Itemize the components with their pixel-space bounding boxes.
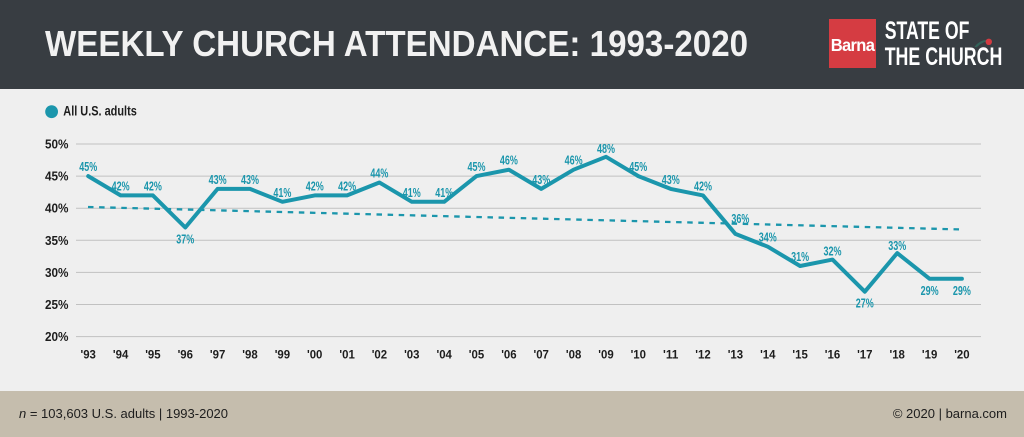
svg-text:42%: 42% bbox=[144, 178, 162, 193]
svg-text:'94: '94 bbox=[113, 350, 129, 362]
svg-text:'02: '02 bbox=[372, 350, 387, 362]
svg-text:34%: 34% bbox=[759, 230, 777, 245]
svg-text:'97: '97 bbox=[210, 350, 225, 362]
svg-text:'13: '13 bbox=[728, 350, 743, 362]
svg-text:20%: 20% bbox=[45, 330, 69, 344]
svg-text:'05: '05 bbox=[469, 350, 485, 362]
svg-text:43%: 43% bbox=[241, 172, 259, 187]
svg-text:45%: 45% bbox=[629, 159, 647, 174]
svg-text:41%: 41% bbox=[403, 185, 421, 200]
svg-text:'96: '96 bbox=[178, 350, 193, 362]
svg-text:42%: 42% bbox=[338, 178, 356, 193]
svg-text:'08: '08 bbox=[566, 350, 582, 362]
svg-text:43%: 43% bbox=[662, 172, 680, 187]
svg-text:42%: 42% bbox=[306, 178, 324, 193]
svg-text:42%: 42% bbox=[694, 178, 712, 193]
svg-text:'12: '12 bbox=[695, 350, 710, 362]
svg-text:36%: 36% bbox=[731, 211, 749, 226]
svg-text:'01: '01 bbox=[339, 350, 355, 362]
svg-text:42%: 42% bbox=[112, 178, 130, 193]
svg-text:'07: '07 bbox=[534, 350, 549, 362]
svg-text:'19: '19 bbox=[922, 350, 937, 362]
svg-text:50%: 50% bbox=[45, 138, 69, 152]
svg-text:37%: 37% bbox=[176, 232, 194, 247]
svg-text:35%: 35% bbox=[45, 234, 69, 248]
svg-text:STATE OF: STATE OF bbox=[885, 17, 970, 45]
svg-text:'09: '09 bbox=[598, 350, 613, 362]
svg-text:27%: 27% bbox=[856, 296, 874, 311]
svg-text:29%: 29% bbox=[921, 283, 939, 298]
svg-text:'06: '06 bbox=[501, 350, 516, 362]
svg-text:'17: '17 bbox=[857, 350, 872, 362]
svg-text:'98: '98 bbox=[242, 350, 258, 362]
svg-text:41%: 41% bbox=[435, 185, 453, 200]
svg-text:43%: 43% bbox=[209, 172, 227, 187]
svg-text:30%: 30% bbox=[45, 266, 69, 280]
svg-text:'18: '18 bbox=[890, 350, 906, 362]
svg-text:29%: 29% bbox=[953, 283, 971, 298]
svg-text:48%: 48% bbox=[597, 141, 615, 156]
svg-text:'99: '99 bbox=[275, 350, 290, 362]
svg-text:46%: 46% bbox=[500, 153, 518, 168]
svg-text:46%: 46% bbox=[565, 152, 583, 167]
svg-text:'04: '04 bbox=[437, 350, 453, 362]
svg-text:'20: '20 bbox=[954, 350, 969, 362]
svg-text:'10: '10 bbox=[631, 350, 646, 362]
svg-text:THE CHURCH: THE CHURCH bbox=[885, 43, 1003, 71]
svg-text:32%: 32% bbox=[824, 244, 842, 259]
svg-text:41%: 41% bbox=[273, 185, 291, 200]
svg-text:45%: 45% bbox=[468, 159, 486, 174]
svg-text:'16: '16 bbox=[825, 350, 840, 362]
svg-text:'14: '14 bbox=[760, 350, 776, 362]
svg-text:40%: 40% bbox=[45, 202, 69, 216]
svg-text:'03: '03 bbox=[404, 350, 419, 362]
svg-text:44%: 44% bbox=[370, 166, 388, 181]
svg-text:'15: '15 bbox=[792, 350, 808, 362]
svg-text:45%: 45% bbox=[79, 159, 97, 174]
svg-text:31%: 31% bbox=[791, 249, 809, 264]
svg-text:All U.S. adults: All U.S. adults bbox=[63, 103, 137, 118]
svg-text:25%: 25% bbox=[45, 298, 69, 312]
svg-text:'11: '11 bbox=[663, 350, 679, 362]
svg-text:'95: '95 bbox=[145, 350, 161, 362]
svg-text:'00: '00 bbox=[307, 350, 322, 362]
svg-text:43%: 43% bbox=[532, 172, 550, 187]
svg-text:'93: '93 bbox=[81, 350, 96, 362]
svg-text:33%: 33% bbox=[888, 238, 906, 253]
svg-text:45%: 45% bbox=[45, 170, 69, 184]
